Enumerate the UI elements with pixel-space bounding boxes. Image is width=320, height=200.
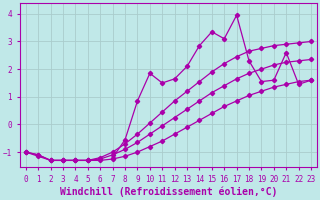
X-axis label: Windchill (Refroidissement éolien,°C): Windchill (Refroidissement éolien,°C) [60, 187, 277, 197]
